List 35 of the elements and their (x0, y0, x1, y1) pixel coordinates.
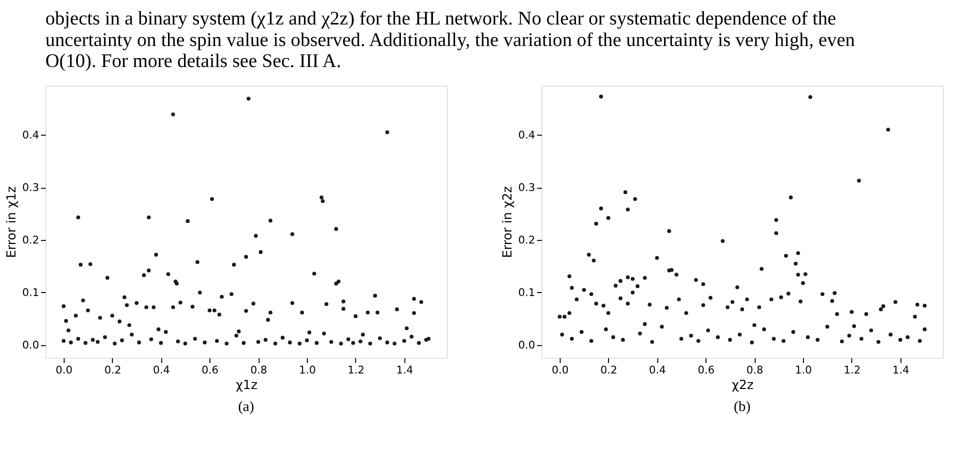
x-tick-label: 0.2 (600, 364, 618, 377)
x-tick-label: 0.6 (202, 364, 219, 377)
y-axis-title: Error in χ1z (3, 186, 18, 258)
x-tick-label: 0.8 (250, 364, 268, 377)
y-tick-label: 0.3 (22, 180, 40, 194)
x-tick-label: 0.6 (698, 364, 715, 377)
x-tick-label: 0.4 (649, 364, 666, 377)
y-axis-title: Error in χ2z (500, 186, 515, 258)
y-tick-label: 0.2 (518, 233, 536, 246)
x-axis-title: χ2z (732, 377, 754, 392)
x-tick-label: 1.0 (298, 364, 316, 377)
x-tick-label: 0.2 (104, 364, 122, 377)
x-tick-label: 0.0 (552, 364, 569, 377)
x-tick-label: 0.8 (746, 364, 764, 377)
y-tick-label: 0.3 (518, 180, 536, 194)
text: uncertainty on the spin value is observed. Additionally, the variation of the uncertainty is very high, even (45, 30, 856, 51)
x-tick-label: 1.4 (396, 364, 414, 377)
y-tick-label: 0.4 (518, 128, 536, 142)
text: O(10). For more details see Sec. III A. (45, 51, 342, 72)
x-axis-title: χ1z (236, 377, 258, 392)
y-tick-label: 0.1 (22, 286, 40, 299)
x-tick-label: 0.0 (56, 364, 73, 377)
text: (a) (238, 398, 254, 415)
y-tick-label: 0.2 (22, 233, 40, 246)
text: objects in a binary system (χ1z and χ2z) for the HL network. No clear or systematic dependence of the (45, 8, 836, 30)
y-tick-label: 0.1 (518, 286, 536, 299)
x-tick-label: 1.2 (844, 364, 861, 377)
x-tick-label: 1.2 (348, 364, 365, 377)
x-tick-label: 1.4 (892, 364, 910, 377)
y-tick-label: 0.4 (22, 128, 40, 142)
y-tick-label: 0.0 (518, 338, 536, 352)
y-tick-label: 0.0 (22, 338, 40, 352)
text: (b) (734, 398, 751, 415)
x-tick-label: 1.0 (795, 364, 812, 377)
x-tick-label: 0.4 (152, 364, 170, 377)
